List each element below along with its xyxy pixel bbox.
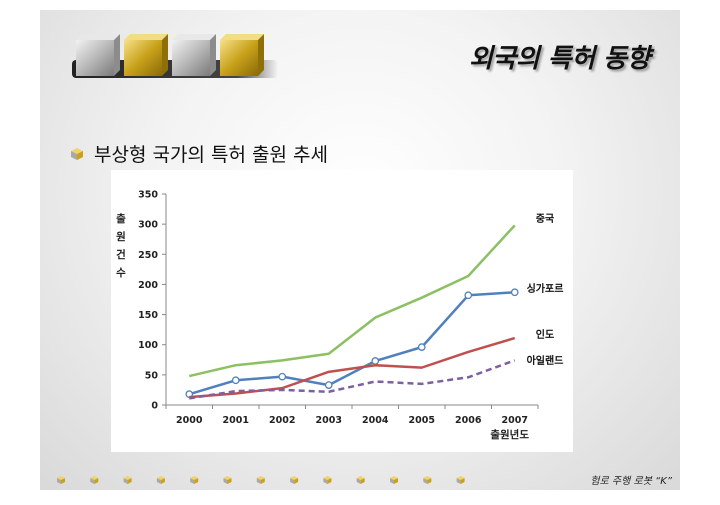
patent-trend-chart: 0 50 100 150 200 250 300 350 2000 2001 2002 2003 200… [116,190,564,442]
y-axis-label-char: 건 [116,248,126,261]
chart-panel: 0 50 100 150 200 250 300 350 2000 2001 2002 2003 200… [111,170,573,452]
cube-dot-icon [256,476,265,484]
series-line-4 [189,359,516,400]
y-axis-label-char: 출 [116,212,126,225]
data-point [231,376,240,385]
data-point [510,288,519,297]
data-point [371,357,380,365]
bullet-item: 부상형 국가의 특허 출원 추세 [70,140,328,167]
footer-text: 험로 주행 로봇 “K” [590,476,672,487]
series-label: 중국 [536,213,554,225]
cube-dot-icon [156,476,165,484]
x-tick-label: 2000 [176,415,203,426]
cube-bullet-icon [71,147,83,160]
y-tick-label: 300 [138,220,158,231]
cube-dot-icon [290,476,299,484]
series-label: 싱가포르 [527,282,564,295]
y-tick-label: 350 [138,190,158,201]
y-tick-label: 100 [138,340,158,351]
y-tick-label: 250 [138,250,158,261]
cube-dot-icon [123,476,132,484]
x-tick-label: 2001 [223,415,249,426]
data-point [464,291,473,300]
y-tick-label: 200 [138,280,158,291]
cube-dot-icon [57,476,65,484]
y-tick-label: 0 [151,401,158,412]
x-tick-label: 2007 [502,415,528,426]
data-point [417,343,426,351]
silver-cube-icon [76,34,120,76]
cube-dot-icon [456,476,465,484]
x-tick-label: 2003 [316,415,342,426]
gold-cube-icon [220,34,264,76]
slide: 외국의 특허 동향 부상형 국가의 특허 출원 추세 0 50 100 150 200 2… [40,10,680,490]
y-tick-label: 150 [138,310,158,321]
silver-cube-icon [172,34,216,76]
cube-dot-icon [90,476,99,484]
cube-dot-icon [390,476,398,484]
x-tick-label: 2005 [409,415,435,426]
footer-cube-dots [57,476,465,484]
gold-cube-icon [124,34,168,76]
cube-dot-icon [323,476,332,484]
x-tick-label: 2006 [455,415,482,426]
series-line-1 [188,224,516,378]
x-tick-label: 2002 [269,415,295,426]
series-line-2 [188,291,515,396]
cube-dot-icon [190,476,199,484]
bullet-text: 부상형 국가의 특허 출원 추세 [94,144,328,166]
cube-dot-icon [223,476,232,484]
cube-row-decoration [72,34,278,78]
x-tick-label: 2004 [362,415,389,426]
series-label: 인도 [536,328,554,341]
y-tick-label: 50 [145,370,159,381]
data-point [324,381,333,389]
y-axis-label-char: 원 [116,230,126,243]
series-line-3 [189,336,516,399]
x-axis-label: 출원년도 [490,428,529,441]
cube-dot-icon [356,476,365,484]
slide-title: 외국의 특허 동향 [468,44,651,74]
cube-dot-icon [423,476,432,484]
series-label: 아일랜드 [527,354,564,367]
y-axis-label-char: 수 [116,267,126,279]
data-point [278,372,287,381]
